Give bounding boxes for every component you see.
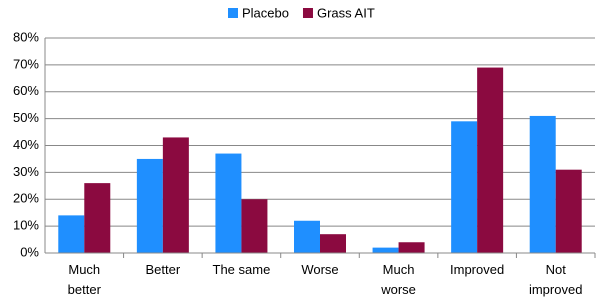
bar xyxy=(162,137,189,253)
bar xyxy=(477,67,504,253)
bar xyxy=(451,121,478,253)
bar xyxy=(555,169,582,253)
x-tick-label: Not improved xyxy=(528,262,583,297)
bar xyxy=(136,158,163,253)
legend-swatch xyxy=(228,8,238,18)
y-tick-label: 30% xyxy=(13,164,39,179)
bar xyxy=(294,220,320,253)
x-tick-label: Worse xyxy=(301,262,339,277)
legend-label: Grass AIT xyxy=(317,5,375,20)
x-tick-label: Improved xyxy=(450,262,505,277)
x-tick-label: Better xyxy=(145,262,181,277)
bar xyxy=(84,183,111,253)
y-tick-label: 40% xyxy=(13,137,39,152)
y-tick-label: 70% xyxy=(13,56,39,71)
bar xyxy=(241,199,268,253)
bar xyxy=(372,247,399,253)
bar xyxy=(529,115,556,253)
bar xyxy=(58,215,85,253)
y-tick-label: 50% xyxy=(13,110,39,125)
x-tick-label: The same xyxy=(212,262,271,277)
y-tick-label: 60% xyxy=(13,83,39,98)
y-tick-label: 20% xyxy=(13,191,39,206)
y-tick-label: 0% xyxy=(20,244,39,259)
bar xyxy=(320,234,346,253)
bar xyxy=(398,242,425,253)
legend-swatch xyxy=(302,8,313,18)
legend-label: Placebo xyxy=(242,5,289,20)
bar xyxy=(215,153,242,253)
x-tick-label: Much better xyxy=(67,262,101,297)
y-tick-label: 80% xyxy=(13,29,39,44)
y-tick-label: 10% xyxy=(13,218,39,233)
x-tick-label: Much worse xyxy=(381,262,416,297)
